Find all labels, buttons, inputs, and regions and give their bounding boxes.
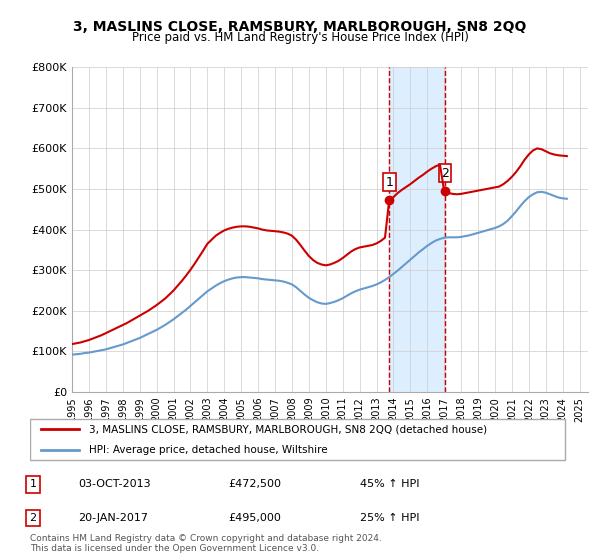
Text: 3, MASLINS CLOSE, RAMSBURY, MARLBOROUGH, SN8 2QQ: 3, MASLINS CLOSE, RAMSBURY, MARLBOROUGH,… <box>73 20 527 34</box>
Text: 1: 1 <box>29 479 37 489</box>
Text: 2: 2 <box>441 167 449 180</box>
Text: 45% ↑ HPI: 45% ↑ HPI <box>360 479 419 489</box>
Text: 03-OCT-2013: 03-OCT-2013 <box>78 479 151 489</box>
Text: £495,000: £495,000 <box>228 513 281 523</box>
Bar <box>389 67 445 392</box>
Text: 20-JAN-2017: 20-JAN-2017 <box>78 513 148 523</box>
Text: 2: 2 <box>29 513 37 523</box>
Text: £472,500: £472,500 <box>228 479 281 489</box>
Text: Contains HM Land Registry data © Crown copyright and database right 2024.
This d: Contains HM Land Registry data © Crown c… <box>30 534 382 553</box>
Text: HPI: Average price, detached house, Wiltshire: HPI: Average price, detached house, Wilt… <box>89 445 328 455</box>
Text: 25% ↑ HPI: 25% ↑ HPI <box>360 513 419 523</box>
FancyBboxPatch shape <box>30 418 565 460</box>
Text: Price paid vs. HM Land Registry's House Price Index (HPI): Price paid vs. HM Land Registry's House … <box>131 31 469 44</box>
Text: 1: 1 <box>385 176 393 189</box>
Text: 3, MASLINS CLOSE, RAMSBURY, MARLBOROUGH, SN8 2QQ (detached house): 3, MASLINS CLOSE, RAMSBURY, MARLBOROUGH,… <box>89 424 488 435</box>
